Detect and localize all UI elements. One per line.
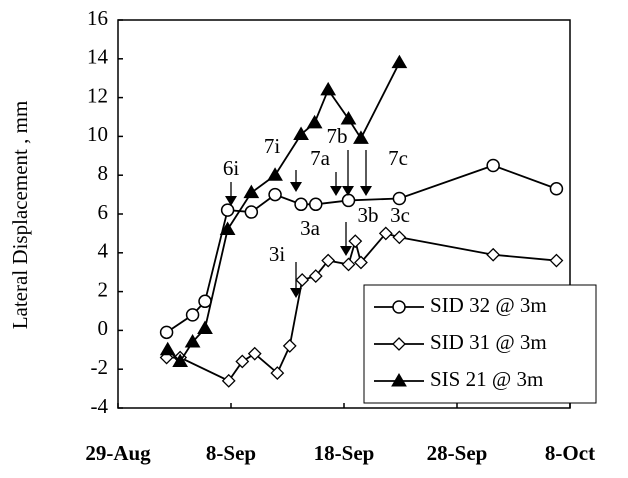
x-tick-label: 29-Aug — [85, 441, 151, 465]
marker — [235, 354, 250, 369]
annotation: 7b — [327, 124, 348, 148]
y-tick-label: 4 — [98, 239, 109, 263]
arrow-head — [342, 186, 354, 196]
marker — [243, 184, 260, 199]
legend-label: SID 32 @ 3m — [430, 293, 547, 317]
marker — [549, 253, 564, 268]
y-tick-label: 6 — [98, 200, 109, 224]
marker — [244, 205, 259, 219]
legend-label: SIS 21 @ 3m — [430, 367, 543, 391]
legend-marker — [392, 337, 406, 351]
y-tick-label: -2 — [91, 355, 109, 379]
arrow-head — [340, 246, 352, 256]
marker — [348, 234, 363, 249]
marker — [549, 182, 564, 196]
arrow-head — [330, 186, 342, 196]
marker — [295, 273, 310, 287]
marker — [341, 193, 356, 208]
annotation: 3i — [269, 242, 286, 266]
y-tick-label: 8 — [98, 161, 109, 185]
marker — [321, 253, 336, 268]
marker — [353, 130, 369, 144]
marker — [282, 339, 297, 353]
y-tick-label: 0 — [98, 316, 109, 340]
marker — [309, 197, 323, 212]
x-tick-label: 8-Oct — [545, 441, 595, 465]
marker — [267, 167, 283, 181]
marker — [184, 334, 201, 348]
marker — [172, 353, 189, 367]
legend-label: SID 31 @ 3m — [430, 330, 547, 354]
marker — [220, 203, 235, 217]
marker — [159, 325, 174, 340]
marker — [341, 257, 356, 272]
annotation: 7c — [388, 146, 408, 170]
y-tick-label: 10 — [87, 122, 108, 146]
annotation: 3a — [300, 216, 321, 240]
y-tick-label: 16 — [87, 6, 108, 30]
annotation: 7a — [310, 146, 331, 170]
marker — [392, 230, 407, 245]
marker — [486, 158, 500, 173]
marker — [378, 226, 393, 241]
marker — [391, 54, 408, 69]
y-axis-label: Lateral Displacement , mm — [8, 101, 32, 330]
legend-marker — [391, 373, 407, 387]
marker — [198, 294, 212, 309]
arrow-head — [360, 186, 372, 196]
marker — [159, 341, 176, 356]
marker — [197, 320, 213, 334]
arrow-head — [290, 182, 302, 192]
marker — [219, 221, 236, 236]
marker — [354, 255, 368, 270]
marker — [185, 308, 200, 322]
y-tick-label: 12 — [87, 83, 108, 107]
annotation: 3b — [358, 203, 379, 227]
marker — [320, 81, 337, 96]
x-tick-label: 8-Sep — [206, 441, 256, 465]
marker — [294, 197, 308, 212]
y-tick-label: 14 — [87, 45, 109, 69]
marker — [221, 373, 236, 388]
annotation: 6i — [223, 156, 240, 180]
marker — [293, 126, 309, 140]
arrow-head — [290, 288, 302, 298]
legend-marker — [392, 300, 406, 314]
annotation: 7i — [264, 134, 281, 158]
marker — [247, 346, 262, 361]
x-tick-label: 18-Sep — [314, 441, 375, 465]
y-tick-label: 2 — [98, 277, 109, 301]
marker — [392, 191, 407, 206]
annotation: 3c — [390, 203, 410, 227]
marker — [308, 269, 323, 283]
marker — [340, 110, 357, 125]
arrow-head — [225, 196, 237, 206]
marker — [270, 366, 285, 380]
y-tick-label: -4 — [91, 394, 109, 418]
marker — [486, 247, 501, 262]
marker — [306, 114, 323, 129]
marker — [268, 187, 282, 202]
x-tick-label: 28-Sep — [427, 441, 488, 465]
